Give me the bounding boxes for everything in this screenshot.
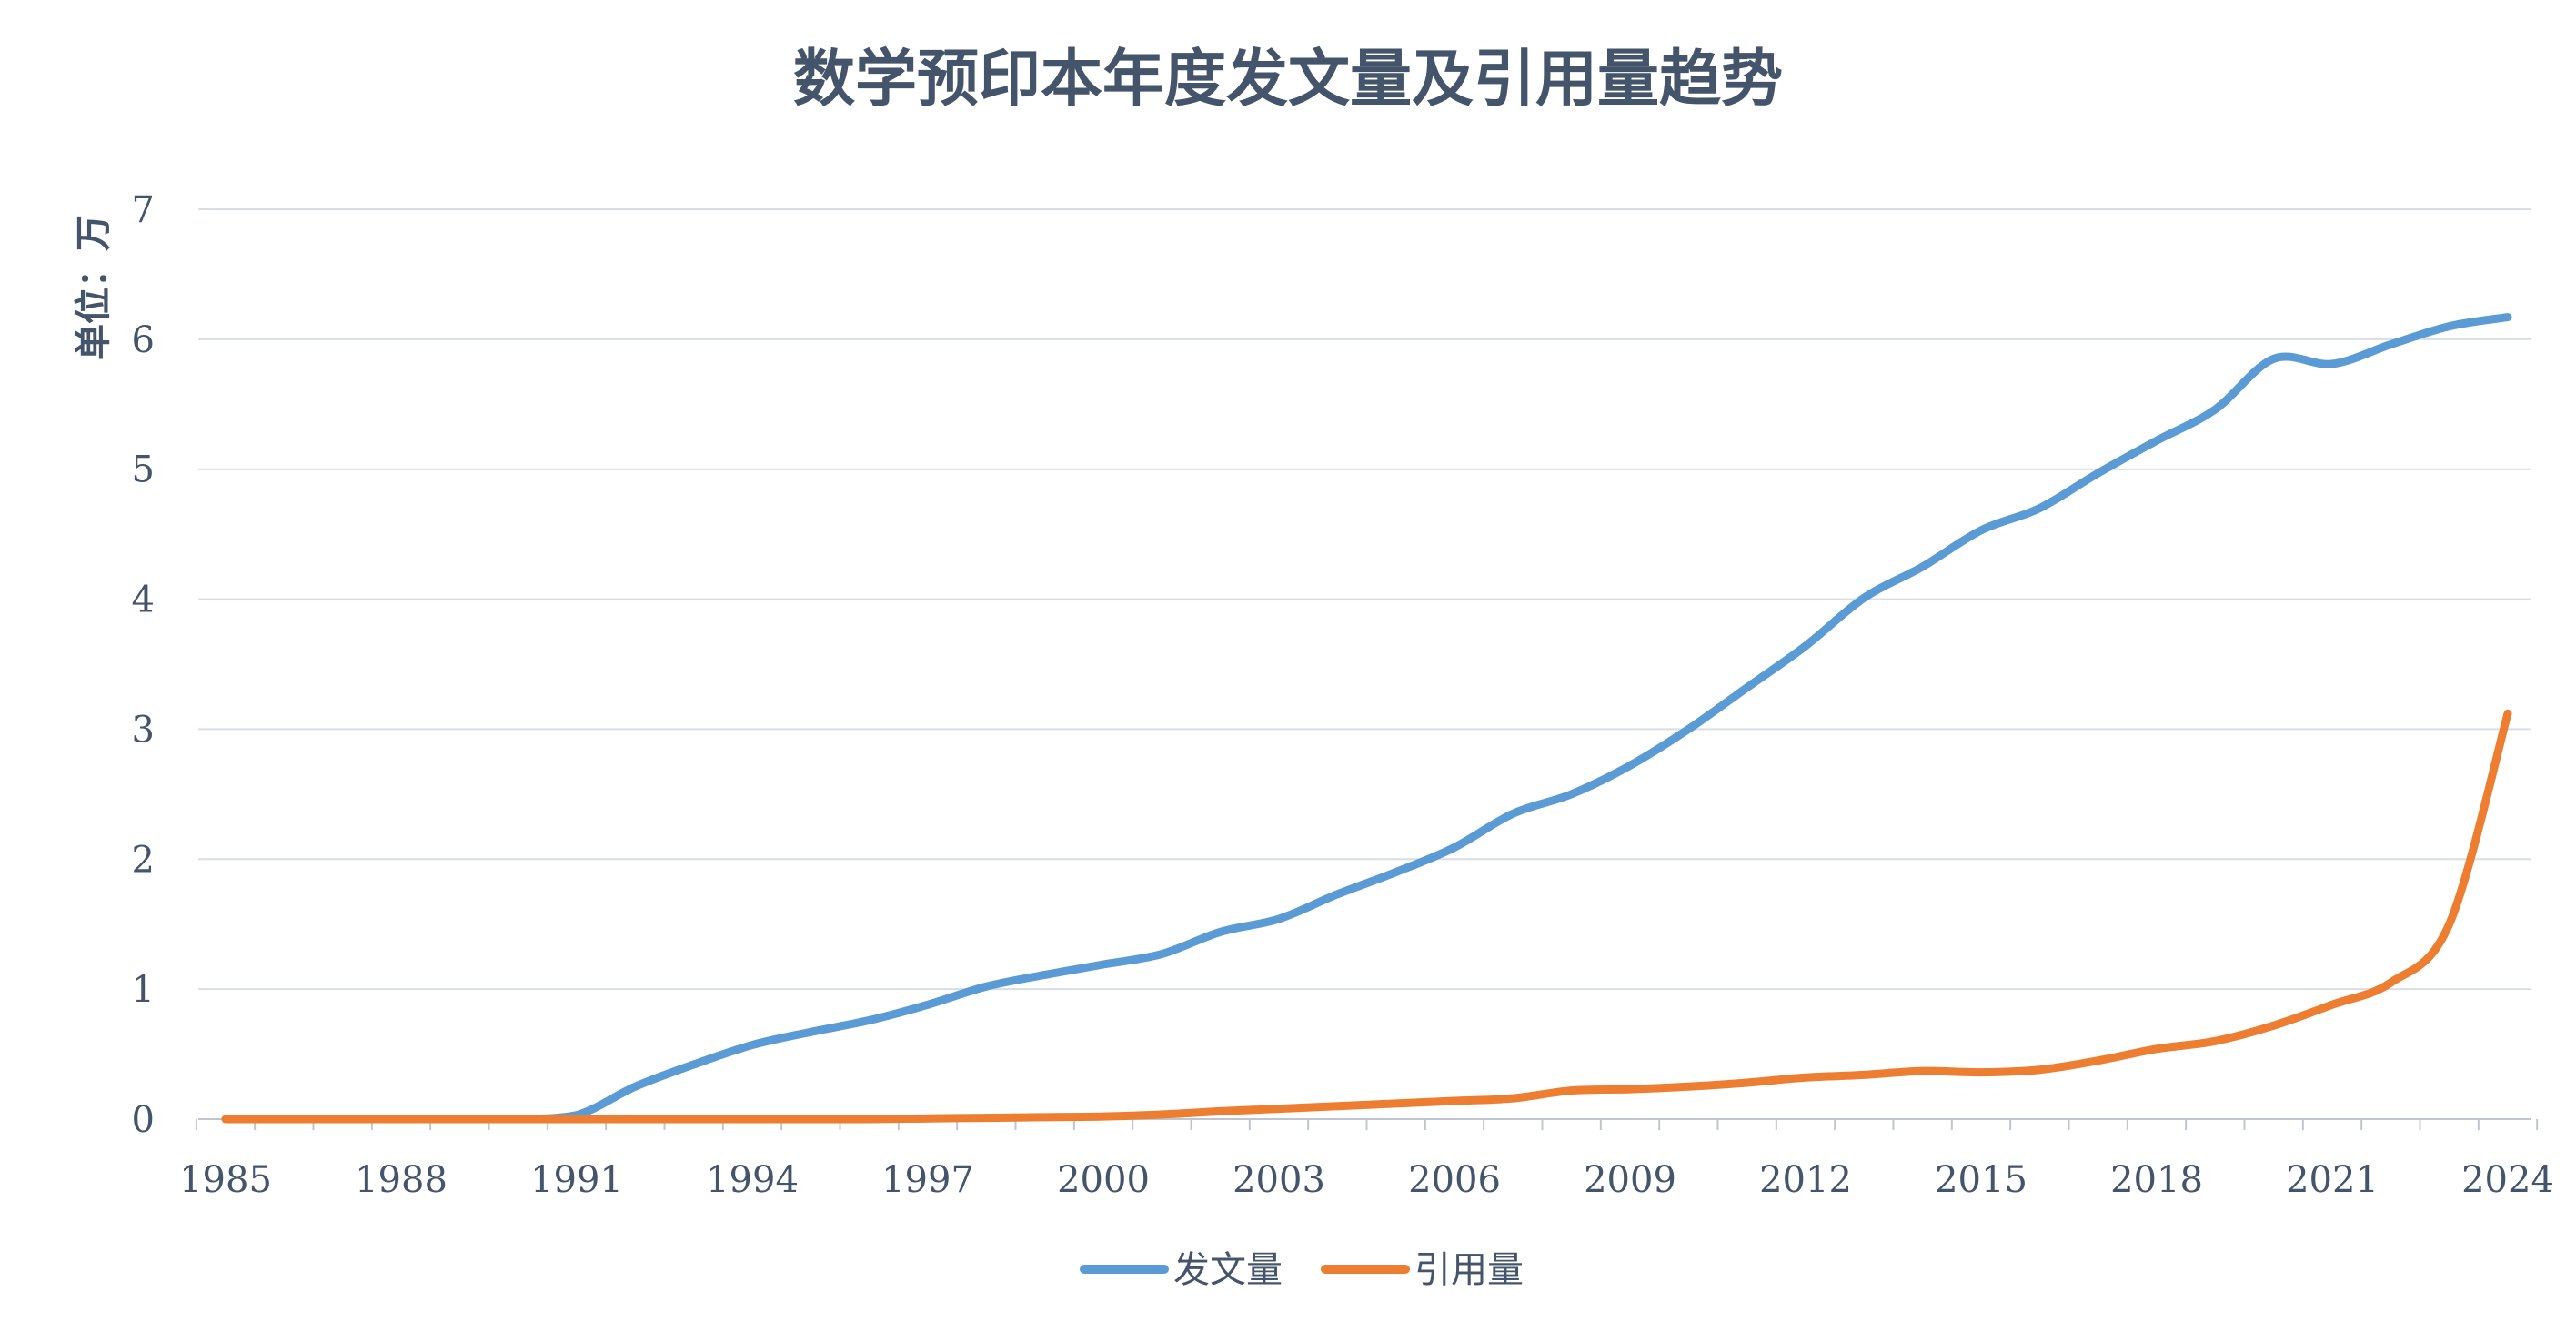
chart-title: 数学预印本年度发文量及引用量趋势 (793, 43, 1783, 116)
x-axis: 1985 1988 1991 1994 1997 2000 2003 2006 2009 2012… (179, 1118, 2554, 1201)
x-tick-label: 2009 (1584, 1159, 1676, 1201)
y-tick-label: 2 (132, 839, 155, 881)
x-tick-label: 1997 (881, 1159, 974, 1201)
legend-label: 发文量 (1173, 1249, 1283, 1291)
x-tick-label: 2000 (1057, 1159, 1150, 1201)
x-tick-label: 2021 (2286, 1159, 2379, 1201)
x-tick-label: 2018 (2110, 1159, 2203, 1201)
x-tick-label: 1994 (706, 1159, 799, 1201)
y-tick-label: 6 (132, 319, 155, 361)
x-tick-label: 1991 (530, 1159, 623, 1201)
y-axis-label: 单位：万 (72, 215, 115, 360)
legend-label: 引用量 (1414, 1249, 1524, 1291)
x-tick-label: 2003 (1233, 1159, 1325, 1201)
y-tick-label: 4 (132, 580, 155, 621)
series-line-2 (221, 709, 2512, 1124)
y-axis-ticks: 0 1 2 3 4 5 6 7 (132, 189, 155, 1141)
x-tick-label: 1988 (355, 1159, 448, 1201)
y-tick-label: 7 (132, 189, 155, 231)
gridlines (198, 208, 2531, 991)
x-tick-label: 2006 (1408, 1159, 1501, 1201)
x-tick-label: 2012 (1759, 1159, 1852, 1201)
x-tick-label: 2024 (2461, 1159, 2554, 1201)
y-tick-label: 5 (132, 449, 155, 491)
legend: 发文量 引用量 (1080, 1249, 1524, 1291)
x-tick-label: 2015 (1935, 1159, 2028, 1201)
y-tick-label: 0 (132, 1099, 155, 1141)
x-tick-label: 1985 (179, 1159, 272, 1201)
y-tick-label: 3 (132, 709, 155, 751)
y-tick-label: 1 (132, 969, 155, 1011)
series-line-1 (221, 313, 2512, 1124)
series-lines (221, 313, 2512, 1124)
